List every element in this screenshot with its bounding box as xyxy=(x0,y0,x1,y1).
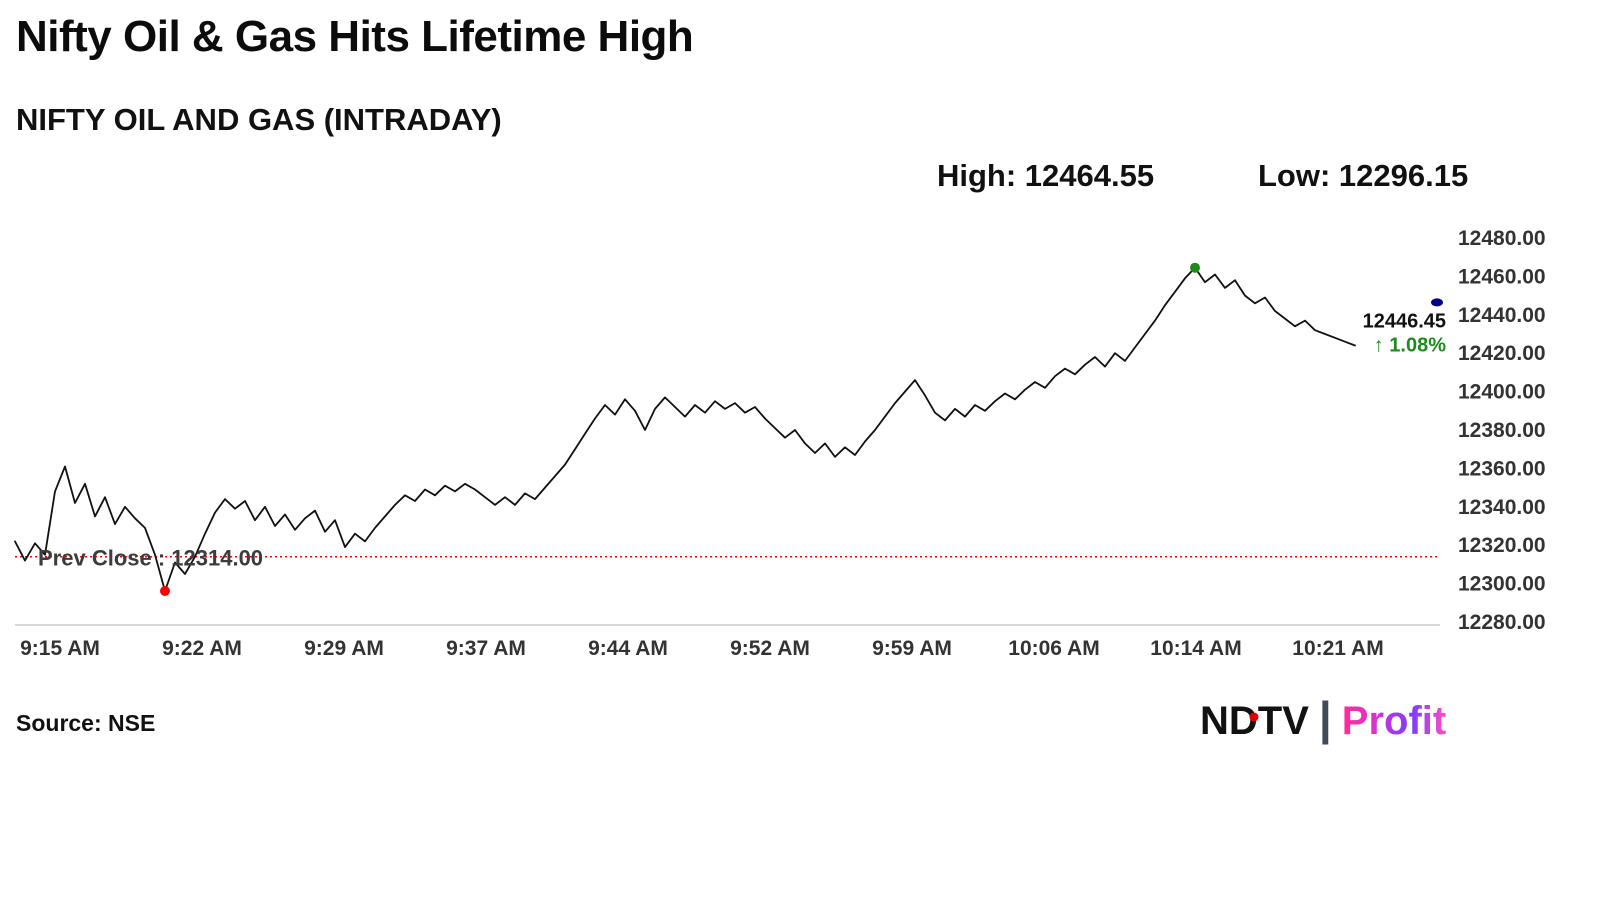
svg-text:9:37 AM: 9:37 AM xyxy=(446,637,526,660)
svg-text:Prev Close : 12314.00: Prev Close : 12314.00 xyxy=(38,546,263,571)
svg-text:12460.00: 12460.00 xyxy=(1458,265,1546,288)
svg-text:12340.00: 12340.00 xyxy=(1458,496,1546,519)
svg-text:9:22 AM: 9:22 AM xyxy=(162,637,242,660)
ndtv-profit-logo: NDTV | Profit xyxy=(1200,692,1446,750)
svg-text:12280.00: 12280.00 xyxy=(1458,611,1546,634)
page-title: Nifty Oil & Gas Hits Lifetime High xyxy=(16,12,694,61)
svg-text:10:06 AM: 10:06 AM xyxy=(1008,637,1099,660)
chart-subtitle: NIFTY OIL AND GAS (INTRADAY) xyxy=(16,102,502,137)
svg-text:12320.00: 12320.00 xyxy=(1458,534,1546,557)
svg-text:↑ 1.08%: ↑ 1.08% xyxy=(1374,334,1446,356)
svg-text:10:14 AM: 10:14 AM xyxy=(1150,637,1241,660)
svg-text:12380.00: 12380.00 xyxy=(1458,419,1546,442)
profit-logo-text: Profit xyxy=(1341,698,1447,743)
svg-text:12440.00: 12440.00 xyxy=(1458,304,1546,327)
svg-text:12400.00: 12400.00 xyxy=(1458,381,1546,404)
svg-text:9:15 AM: 9:15 AM xyxy=(20,637,100,660)
source-label: Source: NSE xyxy=(16,710,156,736)
svg-text:12360.00: 12360.00 xyxy=(1458,457,1546,480)
svg-text:12446.45: 12446.45 xyxy=(1363,310,1446,332)
high-value-label: High: 12464.55 xyxy=(937,158,1155,193)
svg-text:12300.00: 12300.00 xyxy=(1458,573,1546,596)
svg-text:9:44 AM: 9:44 AM xyxy=(588,637,668,660)
svg-text:12420.00: 12420.00 xyxy=(1458,342,1546,365)
logo-separator: | xyxy=(1318,692,1332,744)
svg-text:9:52 AM: 9:52 AM xyxy=(730,637,810,660)
intraday-line-chart: 12480.00 12460.00 12440.00 12420.00 12400.00… xyxy=(0,215,1600,685)
chart-canvas: 12480.00 12460.00 12440.00 12420.00 12400.00… xyxy=(14,227,1546,660)
svg-text:12480.00: 12480.00 xyxy=(1458,227,1546,250)
low-value-label: Low: 12296.15 xyxy=(1258,158,1469,193)
svg-text:9:29 AM: 9:29 AM xyxy=(304,637,384,660)
ndtv-logo: NDTV xyxy=(1200,699,1309,744)
svg-text:9:59 AM: 9:59 AM xyxy=(872,637,952,660)
svg-text:10:21 AM: 10:21 AM xyxy=(1292,637,1383,660)
ndtv-red-dot-icon xyxy=(1249,712,1259,722)
